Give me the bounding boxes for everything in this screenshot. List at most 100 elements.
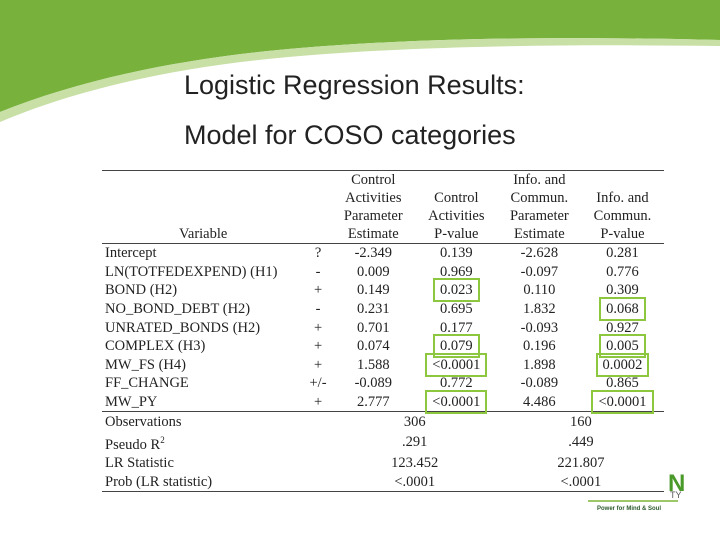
ca-pvalue: 0.695 [440,301,473,318]
row-variable: LN(TOTFEDEXPEND) (H1) [105,263,278,280]
ca-stat: <.0001 [331,472,498,492]
table-row: MW_PY + 2.777 <0.0001 4.486 <0.0001 [102,390,664,415]
ca-pvalue: 0.139 [440,245,473,262]
ca-estimate: 0.009 [356,263,390,280]
row-variable: FF_CHANGE [105,375,189,392]
row-variable: MW_PY [105,394,158,411]
ca-pvalue: 0.772 [440,375,473,392]
logo-divider [588,500,678,502]
significance-highlight: 0.005 [599,334,646,359]
ca-estimate: 0.231 [356,301,390,318]
row-sign: + [313,338,323,355]
stat-label: Prob (LR statistic) [102,472,305,492]
table-row: LN(TOTFEDEXPEND) (H1) - 0.009 0.969 -0.0… [102,263,664,282]
header-ca-estimate: Control Activities Parameter Estimate [331,170,415,244]
table-row: FF_CHANGE +/- -0.089 0.772 -0.089 0.865 [102,374,664,393]
ic-stat: .449 [568,434,594,451]
ca-estimate: 2.777 [356,394,390,411]
stats-row: Observations 306 160 [102,411,664,431]
row-variable: COMPLEX (H3) [105,338,206,355]
table-row: BOND (H2) + 0.149 0.023 0.110 0.309 [102,278,664,303]
stats-row: Prob (LR statistic) <.0001 <.0001 [102,472,664,492]
ca-pvalue: <0.0001 [415,352,498,377]
ic-pvalue: 0.865 [606,375,639,392]
ic-stat: <.0001 [497,472,664,492]
ic-pvalue: 0.068 [581,297,664,322]
ca-pvalue: 0.079 [415,334,498,359]
ic-pvalue: 0.0002 [581,352,664,377]
header-sign [304,170,332,244]
ic-estimate: -0.093 [520,319,559,336]
row-variable: BOND (H2) [105,282,178,299]
row-sign [304,431,331,454]
row-sign: - [315,301,321,318]
logo-tagline: Power for Mind & Soul [597,506,661,512]
ic-estimate: -0.089 [520,375,559,392]
stat-label: Pseudo R2 [105,434,165,453]
header-ic-estimate: Info. and Commun. Parameter Estimate [497,170,581,244]
header-ic-pvalue: Info. and Commun. P-value [580,170,664,244]
slide-title-line-1: Logistic Regression Results: [184,70,525,100]
row-variable: Intercept [105,245,157,262]
table-row: UNRATED_BONDS (H2) + 0.701 0.177 -0.093 … [102,318,664,337]
ic-stat: 160 [497,411,664,431]
ca-estimate: -2.349 [354,245,393,262]
row-sign: - [315,263,321,280]
ic-estimate: 1.832 [523,301,556,318]
ca-pvalue: 0.969 [440,263,473,280]
row-variable: UNRATED_BONDS (H2) [105,319,261,336]
logo-letter: N [668,470,686,497]
row-sign: ? [314,245,322,262]
significance-highlight: 0.0002 [595,352,650,377]
row-variable: MW_FS (H4) [105,356,186,373]
row-sign: + [313,356,323,373]
significance-highlight: <0.0001 [425,352,488,377]
ic-stat: 221.807 [557,455,605,472]
ic-estimate: 0.196 [523,338,556,355]
row-sign [304,472,332,492]
ic-pvalue: 0.776 [606,263,639,280]
regression-results-table: Variable Control Activities Parameter Estim… [102,170,664,492]
ca-pvalue: <0.0001 [415,390,498,415]
header-ca-pvalue: Control Activities P-value [414,170,498,244]
ic-pvalue: 0.281 [606,245,639,262]
row-sign [304,454,331,473]
table-row: COMPLEX (H3) + 0.074 0.079 0.196 0.005 [102,334,664,359]
table-row: MW_FS (H4) + 1.588 <0.0001 1.898 0.0002 [102,352,664,377]
row-sign [304,411,332,431]
header-variable: Variable [102,170,305,244]
row-sign: + [313,282,323,299]
ca-estimate: 1.588 [356,356,390,373]
significance-highlight: 0.079 [433,334,480,359]
ic-estimate: 0.110 [523,282,556,299]
significance-highlight: <0.0001 [425,390,488,415]
row-sign: +/- [309,375,327,392]
ca-stat: 123.452 [391,455,439,472]
row-variable: NO_BOND_DEBT (H2) [105,301,251,318]
ca-estimate: 0.074 [356,338,390,355]
stat-label: LR Statistic [105,455,174,472]
logo-suffix: TY [670,490,682,500]
ca-estimate: -0.089 [354,375,393,392]
stat-label: Observations [102,411,305,431]
ca-estimate: 0.701 [356,319,390,336]
slide-title-line-2: Model for COSO categories [184,120,516,150]
ic-pvalue: 0.927 [606,319,639,336]
table-row: Intercept ? -2.349 0.139 -2.628 0.281 [102,244,664,263]
row-sign: + [313,319,323,336]
ic-estimate: 4.486 [523,394,556,411]
ic-estimate: -2.628 [520,245,559,262]
ca-stat: .291 [402,434,428,451]
ic-estimate: -0.097 [520,263,559,280]
ic-pvalue: 0.005 [581,334,664,359]
ca-stat: 306 [331,411,498,431]
ca-estimate: 0.149 [356,282,390,299]
ic-estimate: 1.898 [523,356,556,373]
significance-highlight: 0.023 [433,278,480,303]
ca-pvalue: 0.177 [440,319,473,336]
ic-pvalue: <0.0001 [581,390,664,415]
table-row: NO_BOND_DEBT (H2) - 0.231 0.695 1.832 0.… [102,297,664,322]
row-sign: + [313,394,323,411]
significance-highlight: 0.068 [599,297,646,322]
